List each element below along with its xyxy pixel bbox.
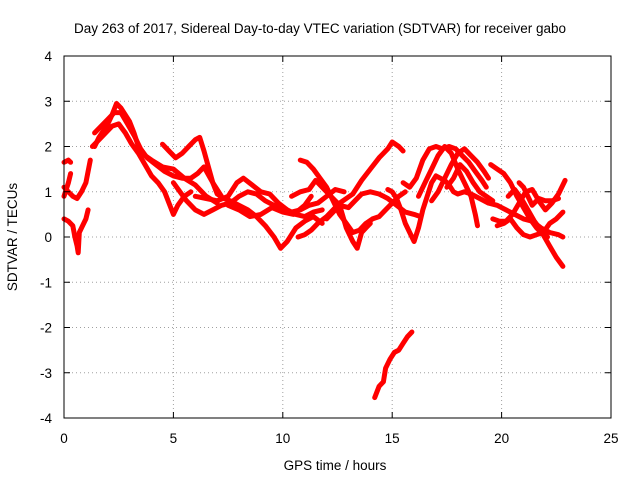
y-tick-label: 3 (44, 94, 52, 109)
y-tick-label: 4 (44, 49, 52, 64)
y-tick-label: 1 (44, 185, 52, 200)
data-series-arc-14 (297, 157, 408, 235)
data-series-arc-25 (505, 187, 550, 240)
x-tick-label: 25 (603, 431, 618, 446)
data-series-arc-9 (170, 180, 347, 217)
data-series-arc-5 (92, 101, 220, 206)
y-tick-label: -3 (40, 366, 52, 381)
x-tick-label: 20 (494, 431, 509, 446)
y-tick-label: 0 (44, 230, 52, 245)
axis-ticks: 0 5 10 15 20 25 -4 -3 -2 -1 0 1 2 3 4 (40, 49, 619, 446)
x-tick-label: 10 (275, 431, 290, 446)
x-axis-label: GPS time / hours (284, 458, 387, 473)
data-series-arc-20 (429, 146, 491, 204)
series-layer (61, 101, 568, 401)
data-series-arc-21 (444, 162, 496, 204)
y-tick-label: -4 (40, 411, 52, 426)
data-series-arc-22 (488, 162, 566, 269)
grid (64, 56, 611, 418)
data-series-arc-17 (385, 173, 566, 244)
y-tick-label: 2 (44, 140, 52, 155)
data-series-arc-8 (160, 134, 325, 251)
x-tick-label: 0 (60, 431, 68, 446)
y-tick-label: -1 (40, 275, 52, 290)
data-series-arc-10 (192, 175, 325, 220)
y-axis-label: SDTVAR / TECUs (5, 183, 20, 292)
chart-title: Day 263 of 2017, Sidereal Day-to-day VTE… (74, 21, 566, 36)
data-series-arc-26 (516, 180, 561, 208)
x-tick-label: 5 (170, 431, 178, 446)
data-series-arc-3 (61, 207, 91, 256)
data-series-arc-1 (61, 157, 74, 165)
data-series-arc-16 (372, 329, 415, 401)
data-series-arc-11 (225, 193, 314, 220)
data-series-arc-13 (295, 139, 406, 240)
data-series-arc-24 (494, 209, 566, 240)
x-tick-label: 15 (385, 431, 400, 446)
data-series-arc-2 (61, 157, 93, 201)
data-series-arc-15 (324, 202, 373, 251)
data-series-arc-6 (92, 110, 224, 199)
y-tick-label: -2 (40, 321, 52, 336)
data-series-arc-19 (416, 144, 480, 229)
data-series-arc-7 (89, 121, 194, 217)
